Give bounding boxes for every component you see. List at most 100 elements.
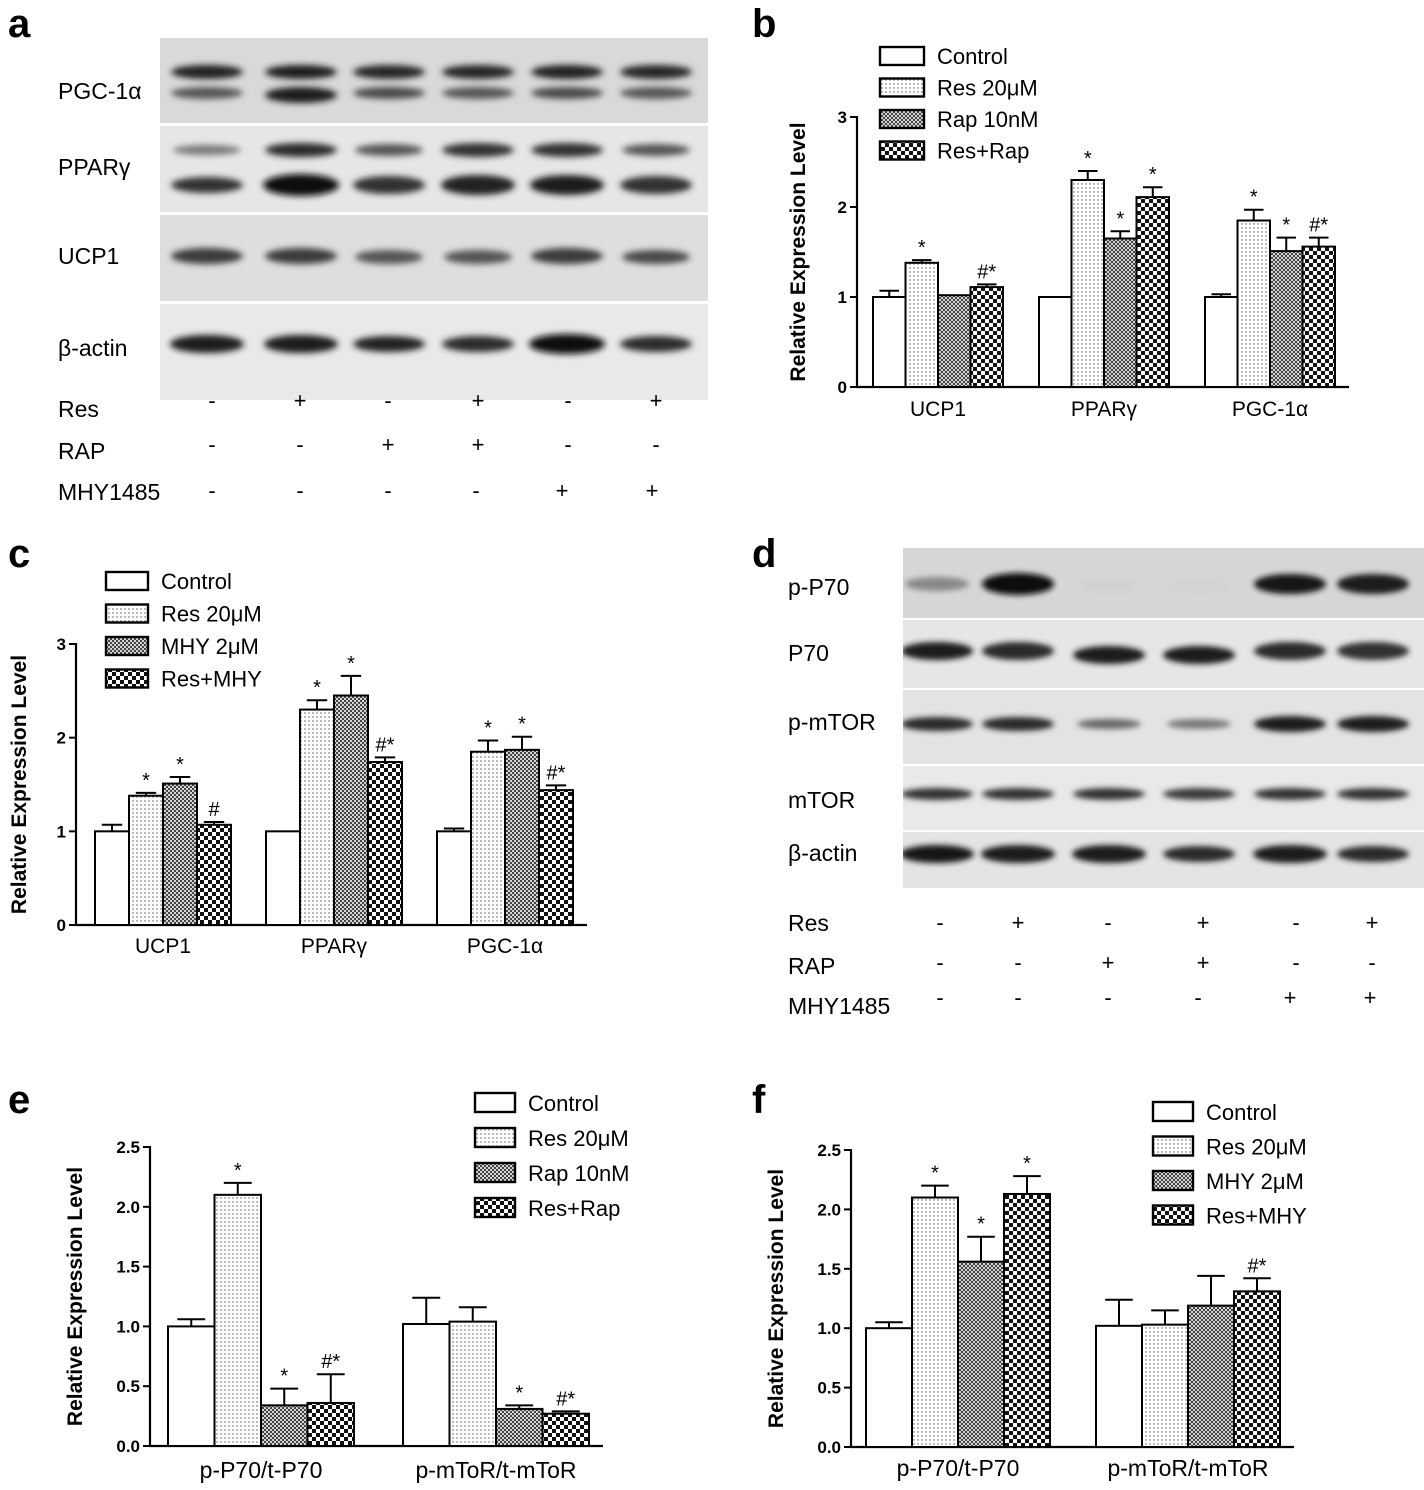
bar: [1070, 179, 1105, 388]
legend-swatch: [104, 603, 150, 624]
band: [171, 87, 243, 99]
band: [982, 573, 1054, 595]
significance-mark: *: [280, 1366, 288, 1388]
band: [263, 174, 339, 196]
bar: [367, 761, 403, 926]
legend-label: MHY 2μM: [161, 634, 259, 659]
band: [1337, 574, 1409, 594]
band: [622, 250, 690, 264]
panel-letter-d: d: [752, 532, 777, 576]
legend-swatch: [878, 108, 926, 130]
legend-label: Rap 10nM: [937, 107, 1039, 132]
band: [982, 642, 1054, 660]
significance-mark: *: [515, 1382, 523, 1404]
treatment-sign: -: [296, 432, 304, 457]
bar: [1204, 296, 1239, 388]
bar: [333, 694, 369, 926]
bar: [436, 830, 472, 927]
blot-label-p-mtor: p-mTOR: [788, 709, 876, 735]
band: [353, 176, 425, 194]
legend-swatch: [473, 1161, 517, 1184]
treatment-sign: -: [936, 985, 944, 1010]
bar: [495, 1407, 544, 1448]
treatment-sign: +: [293, 388, 307, 413]
significance-mark: *: [234, 1160, 242, 1182]
bar: [937, 294, 972, 389]
band: [171, 65, 243, 79]
legend-label: Rap 10nM: [528, 1161, 630, 1186]
band: [1337, 716, 1409, 732]
y-tick-label: 2.0: [116, 1198, 140, 1217]
band: [1079, 581, 1139, 591]
treatment-sign: -: [208, 432, 216, 457]
significance-mark: *: [484, 717, 492, 739]
bar: [1301, 245, 1336, 388]
legend-swatch: [878, 140, 926, 161]
treatment-label-mhy-a: MHY1485: [58, 479, 161, 505]
band: [1073, 788, 1145, 800]
treatment-label-rap-d: RAP: [788, 953, 836, 979]
band: [173, 145, 241, 155]
band: [265, 143, 337, 157]
legend-swatch: [473, 1126, 517, 1149]
significance-mark: #*: [977, 261, 996, 283]
bar: [470, 750, 506, 926]
legend-swatch: [1151, 1169, 1195, 1192]
bar-chart-f: 0.0 0.5 1.0 1.5 2.0 2.5 Relative Expression Le…: [765, 1100, 1307, 1481]
bar: [1135, 196, 1170, 388]
legend-label: MHY 2μM: [1206, 1169, 1304, 1194]
western-blot-a: [160, 38, 708, 400]
treatment-sign: -: [1368, 950, 1376, 975]
bar: [94, 830, 130, 927]
bar: [1038, 296, 1073, 388]
band: [982, 788, 1054, 800]
y-tick-label: 2.0: [817, 1200, 841, 1219]
blot-label-ppar-gamma: PPARγ: [58, 154, 131, 180]
significance-mark: #*: [321, 1351, 340, 1373]
significance-mark: *: [918, 237, 926, 259]
treatment-sign: -: [564, 432, 572, 457]
significance-mark: #: [208, 799, 220, 821]
y-tick-label: 0: [838, 378, 847, 397]
treatment-sign: +: [471, 388, 485, 413]
legend-swatch: [878, 45, 926, 67]
band: [171, 248, 243, 264]
band: [1254, 788, 1326, 800]
treatment-sign: +: [381, 432, 395, 457]
band: [1253, 845, 1327, 863]
bar: [1269, 250, 1304, 388]
legend-label: Control: [161, 569, 232, 594]
treatment-sign: -: [1104, 985, 1112, 1010]
bar: [911, 1196, 959, 1448]
y-axis-label: Relative Expression Level: [765, 1169, 788, 1428]
legend-label: Control: [937, 44, 1008, 69]
y-tick-label: 0.5: [116, 1377, 140, 1396]
band: [905, 577, 969, 591]
significance-mark: *: [347, 653, 355, 675]
band: [1169, 581, 1229, 591]
blot-label-p-p70: p-P70: [788, 574, 850, 600]
treatment-sign: -: [384, 388, 392, 413]
treatment-sign: +: [1365, 910, 1379, 935]
bar: [1141, 1323, 1189, 1448]
panel-letter-c: c: [8, 532, 31, 576]
band: [1163, 788, 1235, 800]
treatment-sign: -: [1014, 985, 1022, 1010]
bar: [538, 789, 574, 926]
legend-swatch: [473, 1196, 517, 1219]
band: [441, 175, 515, 195]
band: [353, 87, 425, 99]
legend-label: Control: [1206, 1100, 1277, 1125]
legend-label: Res 20μM: [1206, 1135, 1307, 1160]
y-tick-label: 2.5: [817, 1141, 841, 1160]
bar: [1236, 219, 1271, 388]
legend-swatch: [104, 635, 150, 657]
band: [1163, 846, 1235, 862]
significance-mark: *: [1084, 148, 1092, 170]
y-tick-label: 1: [57, 822, 66, 841]
bar-chart-e: 0.0 0.5 1.0 1.5 2.0 2.5 Relative Expression Le…: [64, 1091, 630, 1483]
bar: [265, 830, 301, 927]
bar: [306, 1401, 355, 1447]
band: [531, 87, 603, 99]
band: [529, 334, 605, 354]
